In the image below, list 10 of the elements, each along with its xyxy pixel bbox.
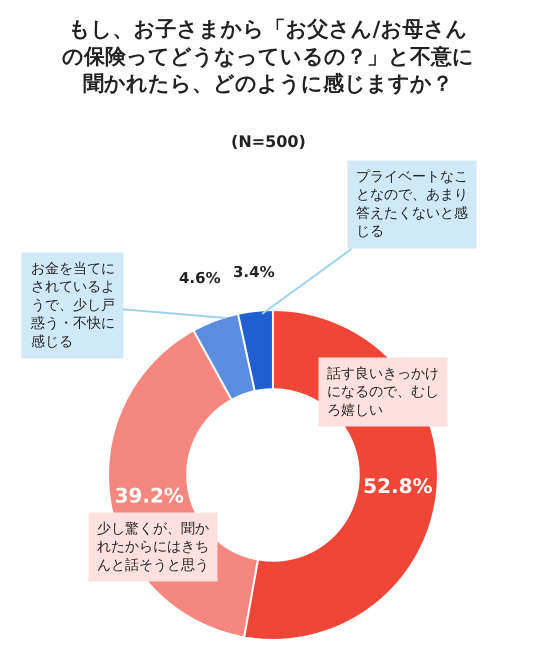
slice-label: プライベートなことなので、あまり答えたくないと感じる	[356, 169, 468, 240]
chart-subtitle: (N=500)	[231, 132, 306, 151]
slice-label: 話す良いきっかけになるので、むしろ嬉しい	[327, 366, 439, 418]
slice-label: 少し驚くが、聞かれたからにはきちんと話そうと思う	[97, 521, 209, 574]
data-label: 52.8%	[363, 474, 433, 498]
data-label: 39.2%	[114, 483, 184, 508]
slice-label: お金を当てにされているようで、少し戸惑う・不快に感じる	[30, 261, 115, 350]
chart-title: もし、お子さまから「お父さん/お母さんの保険ってどうなっているの？」と不意に聞かれたら、どのように感じますか？	[62, 17, 474, 96]
data-label: 4.6%	[179, 269, 221, 287]
data-label: 3.4%	[233, 263, 275, 281]
